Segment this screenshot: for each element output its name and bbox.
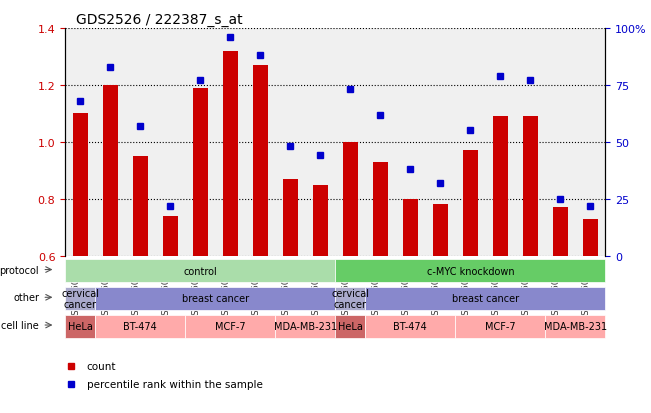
Bar [373,162,388,256]
FancyBboxPatch shape [275,315,335,338]
Bar [133,157,148,256]
Text: HeLa: HeLa [338,321,363,331]
Text: GDS2526 / 222387_s_at: GDS2526 / 222387_s_at [76,12,243,26]
Text: control: control [184,266,217,276]
Bar [253,66,268,256]
Bar [523,117,538,256]
FancyBboxPatch shape [546,315,605,338]
Text: MDA-MB-231: MDA-MB-231 [273,321,337,331]
Bar [463,151,478,256]
Bar [493,117,508,256]
Bar [223,52,238,256]
Text: count: count [87,361,117,371]
Text: BT-474: BT-474 [393,321,427,331]
FancyBboxPatch shape [335,315,365,338]
Bar [283,179,298,256]
Bar [433,205,448,256]
Text: MDA-MB-231: MDA-MB-231 [544,321,607,331]
FancyBboxPatch shape [365,315,455,338]
FancyBboxPatch shape [335,287,365,310]
Bar [553,208,568,256]
FancyBboxPatch shape [65,315,95,338]
FancyBboxPatch shape [65,259,335,282]
Text: MCF-7: MCF-7 [485,321,516,331]
Text: percentile rank within the sample: percentile rank within the sample [87,380,262,389]
Text: BT-474: BT-474 [123,321,157,331]
Bar [73,114,88,256]
Bar [163,216,178,256]
Bar [312,185,327,256]
Text: HeLa: HeLa [68,321,92,331]
Text: c-MYC knockdown: c-MYC knockdown [426,266,514,276]
Text: other: other [13,292,39,303]
Text: protocol: protocol [0,265,39,275]
Text: cell line: cell line [1,320,39,330]
FancyBboxPatch shape [95,315,185,338]
Bar [583,219,598,256]
Text: cervical
cancer: cervical cancer [331,288,369,309]
FancyBboxPatch shape [185,315,275,338]
Bar [103,85,118,256]
Text: MCF-7: MCF-7 [215,321,245,331]
Bar [403,199,418,256]
Text: cervical
cancer: cervical cancer [61,288,99,309]
Text: breast cancer: breast cancer [182,294,249,304]
FancyBboxPatch shape [455,315,546,338]
Bar [343,142,358,256]
FancyBboxPatch shape [65,287,95,310]
FancyBboxPatch shape [335,259,605,282]
Text: breast cancer: breast cancer [452,294,519,304]
Bar [193,88,208,256]
FancyBboxPatch shape [365,287,605,310]
FancyBboxPatch shape [95,287,335,310]
